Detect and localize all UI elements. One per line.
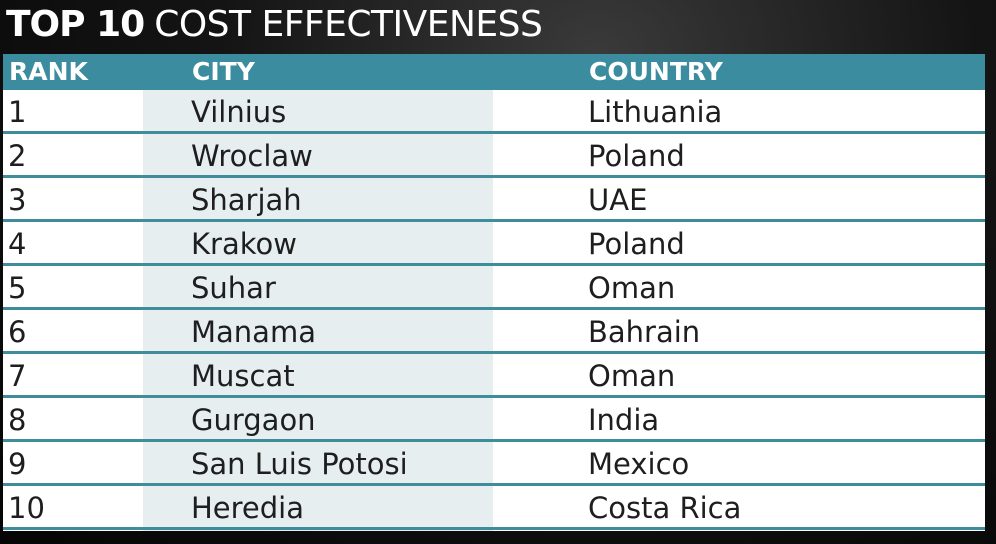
table-row: 4 Krakow Poland [3,222,985,266]
table-cell: Heredia [191,491,305,525]
table: RANK CITY COUNTRY 1 Vilnius Lithuania 2 Wrocla… [3,54,985,531]
table-cell: Muscat [191,359,295,393]
table-row: 10 Heredia Costa Rica [3,486,985,530]
table-cell: 3 [8,183,27,217]
table-cell: 2 [8,139,27,173]
column-header: COUNTRY [589,57,723,86]
table-row: 6 Manama Bahrain [3,310,985,354]
table-cell: Oman [588,359,676,393]
title-rest: COST EFFECTIVENESS [154,4,543,45]
table-cell: 7 [8,359,27,393]
table-row: 7 Muscat Oman [3,354,985,398]
city-column-shade [143,90,493,531]
table-cell: India [588,403,660,437]
table-cell: Mexico [588,447,690,481]
table-cell: Suhar [191,271,276,305]
table-cell: 1 [8,95,27,129]
table-row: 8 Gurgaon India [3,398,985,442]
table-cell: Costa Rica [588,491,742,525]
table-cell: 8 [8,403,27,437]
header-row: RANK CITY COUNTRY [3,54,985,90]
title-bold: TOP 10 [6,4,145,45]
table-cell: 9 [8,447,27,481]
table-row: 1 Vilnius Lithuania [3,90,985,134]
table-cell: Wroclaw [191,139,313,173]
table-row: 9 San Luis Potosi Mexico [3,442,985,486]
title: TOP 10 COST EFFECTIVENESS [6,2,543,48]
table-cell: Sharjah [191,183,302,217]
table-cell: Manama [191,315,316,349]
table-cell: Vilnius [191,95,287,129]
column-header: RANK [9,57,88,86]
table-cell: Bahrain [588,315,701,349]
table-cell: 6 [8,315,27,349]
table-row: 5 Suhar Oman [3,266,985,310]
table-cell: 4 [8,227,27,261]
table-cell: UAE [588,183,648,217]
table-cell: Gurgaon [191,403,316,437]
table-cell: Krakow [191,227,297,261]
table-row: 3 Sharjah UAE [3,178,985,222]
column-header: CITY [192,57,255,86]
table-cell: San Luis Potosi [191,447,408,481]
table-cell: Oman [588,271,676,305]
table-cell: Lithuania [588,95,723,129]
table-row: 2 Wroclaw Poland [3,134,985,178]
table-cell: Poland [588,139,685,173]
table-cell: 10 [8,491,45,525]
table-cell: 5 [8,271,27,305]
table-cell: Poland [588,227,685,261]
